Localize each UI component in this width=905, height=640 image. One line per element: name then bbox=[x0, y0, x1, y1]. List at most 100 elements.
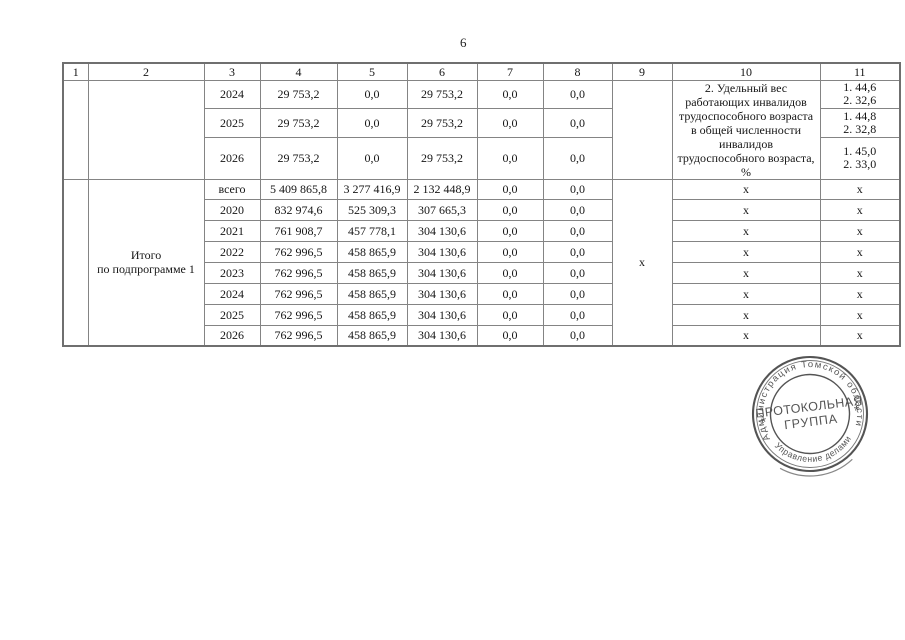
cell-period: 2023 bbox=[203, 261, 261, 284]
cell-year: 2025 bbox=[203, 108, 261, 138]
target-value-1: 1. 45,0 bbox=[843, 144, 877, 159]
header-col-11: 11 bbox=[819, 62, 901, 81]
cell-value: 0,0 bbox=[476, 108, 544, 138]
cell-value: 3 277 416,9 bbox=[336, 178, 408, 200]
stamp-star-right-icon: * bbox=[853, 402, 861, 419]
table-row: 2026 762 996,5 458 865,9 304 130,6 0,0 0… bbox=[63, 324, 901, 347]
cell-value: 762 996,5 bbox=[259, 324, 338, 347]
cell-value: 304 130,6 bbox=[406, 303, 478, 326]
cell-x-mark: х bbox=[819, 282, 901, 305]
cell-value: 0,0 bbox=[476, 136, 544, 180]
cell-value: 458 865,9 bbox=[336, 282, 408, 305]
target-value-1: 1. 44,6 bbox=[843, 80, 877, 95]
cell-value: 0,0 bbox=[476, 198, 544, 221]
cell-value: 0,0 bbox=[336, 108, 408, 138]
cell-value: 0,0 bbox=[476, 303, 544, 326]
cell-value: 29 753,2 bbox=[406, 108, 478, 138]
table-row: 2025 762 996,5 458 865,9 304 130,6 0,0 0… bbox=[63, 303, 901, 326]
cell-x-mark: х bbox=[819, 178, 901, 200]
cell-value: 307 665,3 bbox=[406, 198, 478, 221]
cell-value: 0,0 bbox=[542, 324, 613, 347]
cell-empty bbox=[87, 79, 205, 180]
cell-year: 2026 bbox=[203, 136, 261, 180]
cell-target-values: 1. 44,8 2. 32,8 bbox=[819, 108, 901, 138]
cell-value: 458 865,9 bbox=[336, 303, 408, 326]
cell-x-mark: х bbox=[671, 219, 821, 242]
table-row: Итого по подпрограмме 1 всего 5 409 865,… bbox=[62, 178, 901, 347]
header-col-1: 1 bbox=[62, 62, 89, 81]
cell-value: 0,0 bbox=[476, 324, 544, 347]
cell-value: 0,0 bbox=[542, 282, 613, 305]
cell-value: 304 130,6 bbox=[406, 261, 478, 284]
cell-x-mark: х bbox=[819, 240, 901, 263]
cell-subprogram-total-label: Итого по подпрограмме 1 bbox=[87, 178, 205, 347]
cell-value: 0,0 bbox=[542, 79, 613, 110]
cell-value: 0,0 bbox=[476, 178, 544, 200]
stamp-inner-ring bbox=[769, 373, 851, 455]
cell-value: 0,0 bbox=[476, 79, 544, 110]
cell-target-values: 1. 44,6 2. 32,6 bbox=[819, 79, 901, 110]
cell-value: 29 753,2 bbox=[259, 136, 338, 180]
target-value-1: 1. 44,8 bbox=[843, 109, 877, 124]
header-col-3: 3 bbox=[203, 62, 261, 81]
cell-value: 0,0 bbox=[336, 136, 408, 180]
target-value-2: 2. 32,8 bbox=[843, 122, 877, 137]
cell-x-mark: х bbox=[819, 324, 901, 347]
table-row: 2026 29 753,2 0,0 29 753,2 0,0 0,0 1. 45… bbox=[63, 136, 901, 180]
cell-value: 304 130,6 bbox=[406, 282, 478, 305]
cell-empty bbox=[62, 178, 89, 347]
header-col-7: 7 bbox=[476, 62, 544, 81]
cell-value: 525 309,3 bbox=[336, 198, 408, 221]
cell-x-mark: х bbox=[671, 282, 821, 305]
cell-period: всего bbox=[203, 178, 261, 200]
stamp-arc-bottom-text: Управление делами bbox=[772, 431, 856, 468]
cell-value: 762 996,5 bbox=[259, 261, 338, 284]
cell-value: 762 996,5 bbox=[259, 303, 338, 326]
cell-value: 0,0 bbox=[542, 108, 613, 138]
cell-indicator-text: 2. Удельный вес работающих инвалидов тру… bbox=[671, 79, 821, 180]
header-col-2: 2 bbox=[87, 62, 205, 81]
cell-x-mark: х bbox=[671, 178, 821, 200]
cell-x-mark: х bbox=[819, 219, 901, 242]
cell-x-mark: х bbox=[819, 261, 901, 284]
cell-x-mark: х bbox=[671, 303, 821, 326]
table-row: 2024 29 753,2 0,0 29 753,2 0,0 0,0 2. Уд… bbox=[62, 79, 901, 180]
cell-value: 458 865,9 bbox=[336, 261, 408, 284]
cell-value: 0,0 bbox=[336, 79, 408, 110]
cell-value: 0,0 bbox=[542, 178, 613, 200]
cell-value: 0,0 bbox=[542, 198, 613, 221]
cell-value: 762 996,5 bbox=[259, 240, 338, 263]
official-round-stamp: Администрация Томской области Управление… bbox=[747, 351, 873, 477]
cell-value: 304 130,6 bbox=[406, 324, 478, 347]
cell-value: 457 778,1 bbox=[336, 219, 408, 242]
cell-empty bbox=[611, 79, 673, 180]
table-header-row: 1 2 3 4 5 6 7 8 9 10 11 bbox=[62, 62, 901, 81]
target-value-2: 2. 33,0 bbox=[843, 157, 877, 172]
stamp-outer-ring bbox=[751, 355, 869, 473]
cell-value: 0,0 bbox=[476, 282, 544, 305]
header-col-4: 4 bbox=[259, 62, 338, 81]
header-col-5: 5 bbox=[336, 62, 408, 81]
stamp-second-ring bbox=[756, 360, 864, 468]
header-col-8: 8 bbox=[542, 62, 613, 81]
table-row: 2020 832 974,6 525 309,3 307 665,3 0,0 0… bbox=[63, 198, 901, 221]
cell-value: 762 996,5 bbox=[259, 282, 338, 305]
cell-value: 761 908,7 bbox=[259, 219, 338, 242]
cell-value: 2 132 448,9 bbox=[406, 178, 478, 200]
cell-value: 29 753,2 bbox=[406, 79, 478, 110]
cell-value: 29 753,2 bbox=[406, 136, 478, 180]
stamp-smudge-arc bbox=[747, 351, 873, 477]
cell-value: 29 753,2 bbox=[259, 79, 338, 110]
cell-value: 29 753,2 bbox=[259, 108, 338, 138]
cell-value: 832 974,6 bbox=[259, 198, 338, 221]
cell-year: 2024 bbox=[203, 79, 261, 110]
cell-value: 0,0 bbox=[476, 261, 544, 284]
budget-table: 1 2 3 4 5 6 7 8 9 10 11 2024 29 753,2 0,… bbox=[62, 62, 901, 347]
header-col-6: 6 bbox=[406, 62, 478, 81]
cell-value: 304 130,6 bbox=[406, 219, 478, 242]
cell-value: 458 865,9 bbox=[336, 324, 408, 347]
cell-period: 2026 bbox=[203, 324, 261, 347]
cell-value: 304 130,6 bbox=[406, 240, 478, 263]
header-col-9: 9 bbox=[611, 62, 673, 81]
